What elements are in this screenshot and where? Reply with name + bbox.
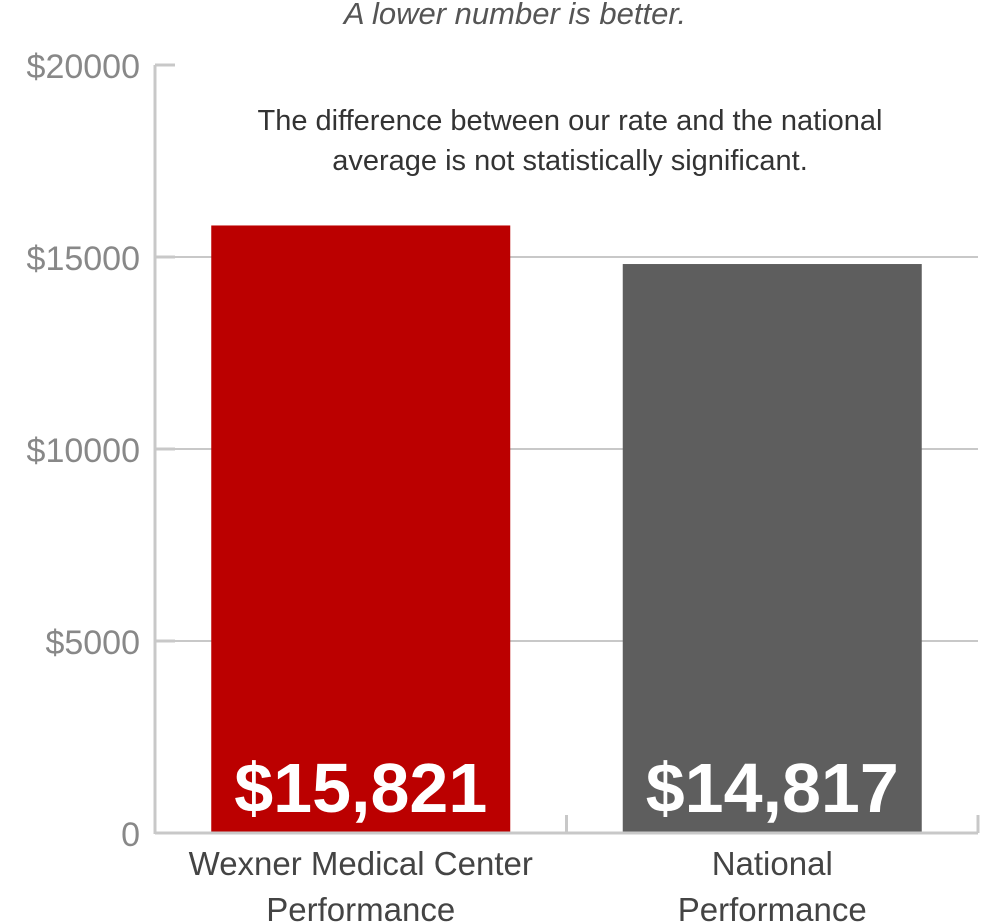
x-category-label: Performance xyxy=(266,891,455,923)
x-category-label: Wexner Medical Center xyxy=(189,845,533,882)
y-tick-label: $5000 xyxy=(45,624,140,662)
x-category-label: Performance xyxy=(678,891,867,923)
bar-value-label: $15,821 xyxy=(234,749,487,827)
bar-value-label: $14,817 xyxy=(646,749,899,827)
y-tick-label: $15000 xyxy=(27,240,140,278)
chart-title: A lower number is better. xyxy=(342,0,686,31)
annotation-line-1: The difference between our rate and the … xyxy=(257,105,882,137)
x-category-label: National xyxy=(712,845,833,882)
annotation-line-2: average is not statistically significant… xyxy=(332,145,808,177)
y-tick-label: $20000 xyxy=(27,48,140,86)
bar xyxy=(622,264,922,833)
bar xyxy=(211,225,511,833)
y-tick-label: 0 xyxy=(121,816,140,854)
y-tick-label: $10000 xyxy=(27,432,140,470)
